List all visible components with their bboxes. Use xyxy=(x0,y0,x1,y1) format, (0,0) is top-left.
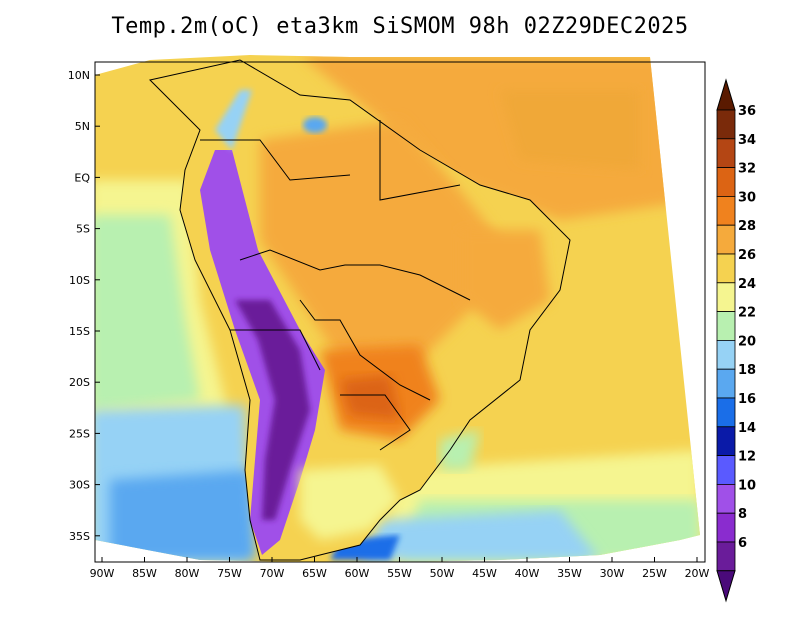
colorbar-label: 10 xyxy=(738,478,756,493)
colorbar-segment xyxy=(716,311,736,341)
colorbar-segment xyxy=(716,339,736,370)
chart-title: Temp.2m(oC) eta3km SiSMOM 98h 02Z29DEC20… xyxy=(111,14,689,39)
interior-warm xyxy=(260,120,500,380)
map-field xyxy=(95,55,700,562)
colorbar-segment xyxy=(716,541,736,572)
border-line-3 xyxy=(379,120,461,201)
colorbar-segment xyxy=(716,397,736,428)
lat-label: 35S xyxy=(69,530,90,543)
colorbar-label: 14 xyxy=(738,421,756,436)
colorbar-label: 32 xyxy=(738,162,756,177)
lon-label: 90W xyxy=(90,567,115,580)
colorbar-label: 30 xyxy=(738,190,756,205)
colorbar: 6 8 10 12 14 16 18 20 22 24 26 28 30 32 34 36 xyxy=(716,78,756,603)
lon-label: 55W xyxy=(387,567,412,580)
colorbar-arrow-low xyxy=(716,570,736,603)
colorbar-label: 6 xyxy=(738,536,747,551)
lon-label: 20W xyxy=(685,567,710,580)
continent-outline xyxy=(149,59,571,561)
colorbar-label: 22 xyxy=(738,306,756,321)
colorbar-segment xyxy=(716,167,736,197)
longitude-labels: 90W 85W 80W 75W 70W 65W 60W 55W 50W 45W 40W 35W 30W 2… xyxy=(90,557,710,580)
colorbar-label: 8 xyxy=(738,507,747,522)
colorbar-label: 26 xyxy=(738,248,756,263)
lon-label: 40W xyxy=(515,567,540,580)
colorbar-label: 36 xyxy=(738,104,756,119)
colorbar-segment xyxy=(716,195,736,226)
lon-label: 70W xyxy=(260,567,285,580)
colorbar-segment xyxy=(716,282,736,312)
colorbar-segment xyxy=(716,455,736,485)
colorbar-segment xyxy=(716,138,736,169)
lat-label: 25S xyxy=(69,427,90,440)
lat-label: 5N xyxy=(75,120,90,133)
latitude-labels: 10N 5N EQ 5S 10S 15S 20S 25S 30S 35S xyxy=(68,69,100,543)
colorbar-segment xyxy=(716,512,736,543)
lon-label: 50W xyxy=(430,567,455,580)
border-line-6 xyxy=(230,329,321,371)
colorbar-label: 12 xyxy=(738,450,756,465)
colorbar-segment xyxy=(716,224,736,255)
highland-cool-spot xyxy=(303,117,327,133)
border-line-2 xyxy=(299,299,431,401)
lon-label: 45W xyxy=(472,567,497,580)
lon-label: 75W xyxy=(217,567,242,580)
lon-label: 80W xyxy=(175,567,200,580)
lat-label: 20S xyxy=(69,376,90,389)
colorbar-segment xyxy=(716,368,736,399)
lat-label: EQ xyxy=(74,171,90,184)
colorbar-segment xyxy=(716,109,736,140)
colorbar-label: 28 xyxy=(738,219,756,234)
colorbar-arrow-high xyxy=(716,78,736,111)
lat-label: 15S xyxy=(69,325,90,338)
country-borders xyxy=(149,59,571,561)
colorbar-label: 24 xyxy=(738,277,756,292)
lat-label: 10S xyxy=(69,274,90,287)
colorbar-label: 34 xyxy=(738,133,756,148)
colorbar-label: 18 xyxy=(738,363,756,378)
colorbar-label: 16 xyxy=(738,392,756,407)
lon-label: 60W xyxy=(345,567,370,580)
lon-label: 35W xyxy=(557,567,582,580)
border-line-1 xyxy=(239,249,471,301)
lon-label: 25W xyxy=(642,567,667,580)
colorbar-segment xyxy=(716,426,736,456)
lon-label: 30W xyxy=(600,567,625,580)
border-line-5 xyxy=(200,139,351,181)
colorbar-label: 20 xyxy=(738,334,756,349)
lon-label: 65W xyxy=(302,567,327,580)
lat-label: 30S xyxy=(69,479,90,492)
border-line-4 xyxy=(340,394,411,451)
lon-label: 85W xyxy=(132,567,157,580)
colorbar-segment xyxy=(716,253,736,284)
lat-label: 10N xyxy=(68,69,90,82)
lat-label: 5S xyxy=(76,223,90,236)
colorbar-segment xyxy=(716,483,736,514)
